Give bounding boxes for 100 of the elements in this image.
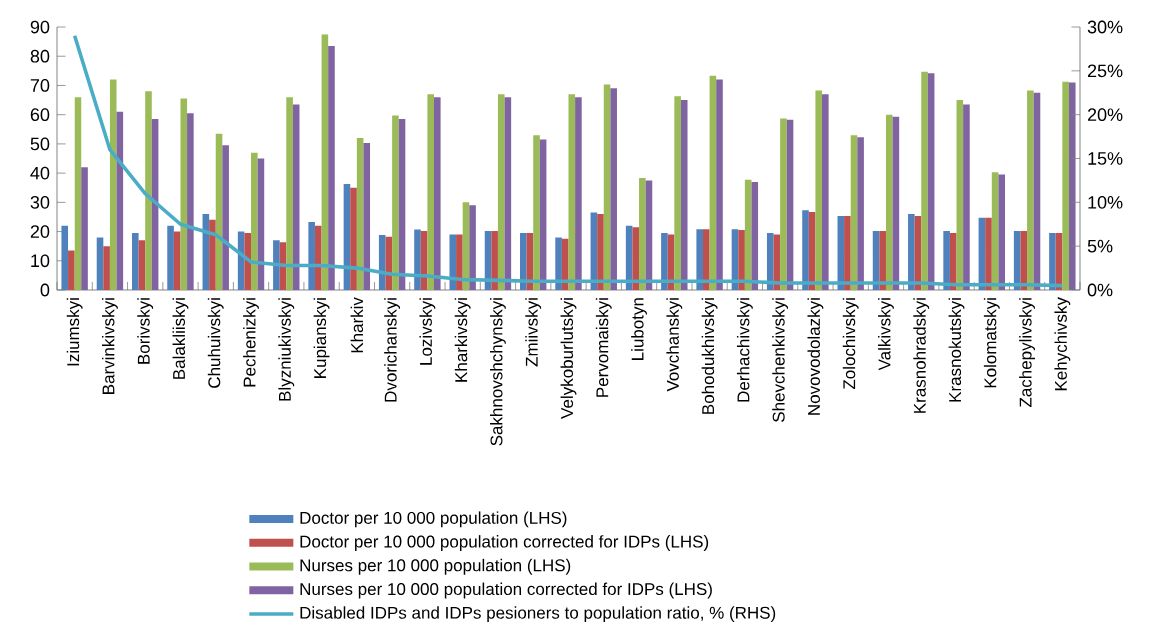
bar xyxy=(167,225,174,290)
bar xyxy=(738,230,745,290)
x-tick-label: Kupianskyi xyxy=(313,298,330,378)
bar xyxy=(434,97,441,290)
bar xyxy=(703,229,710,290)
bar xyxy=(674,96,681,290)
bar xyxy=(292,104,300,290)
y-tick-label: 20 xyxy=(30,225,50,238)
x-tick-label: Krasnokutskyi xyxy=(948,298,965,402)
x-tick-label: Kolomatskyi xyxy=(983,298,1000,388)
bar xyxy=(504,97,512,290)
bar xyxy=(273,240,280,290)
bar xyxy=(378,235,386,290)
legend-label: Disabled IDPs and IDPs pesioners to population ratio, % (RHS) xyxy=(300,606,776,623)
x-tick-label: Derhachivskyi xyxy=(736,298,753,402)
x-tick-label: Zolochivskyi xyxy=(842,298,859,390)
bar xyxy=(427,94,434,290)
bar xyxy=(180,98,188,290)
bar xyxy=(1068,82,1076,290)
bar xyxy=(568,94,576,290)
bar xyxy=(908,214,915,290)
bar xyxy=(949,233,957,290)
bar xyxy=(716,79,723,290)
bar xyxy=(96,237,104,290)
x-tick-label: Pervomaiskyi xyxy=(595,298,612,397)
legend-label: Nurses per 10 000 population (LHS) xyxy=(300,558,571,575)
bar xyxy=(766,233,774,290)
x-tick-label: Barvinkivskyi xyxy=(101,298,118,394)
x-tick-label: Liubotyn xyxy=(631,298,647,360)
y2-tick-label: 10% xyxy=(1088,195,1123,209)
x-tick-label: Dvorichanskyi xyxy=(384,298,401,402)
bar xyxy=(943,230,950,290)
bar xyxy=(103,246,110,290)
bar xyxy=(985,217,992,290)
bar xyxy=(456,234,463,290)
legend-label: Doctor per 10 000 population (LHS) xyxy=(300,511,567,528)
x-tick-label: Vovchanskyi xyxy=(666,298,683,392)
bar xyxy=(815,90,823,290)
bar xyxy=(1020,230,1028,290)
y2-tick-label: 15% xyxy=(1088,152,1123,165)
y2-tick-label: 5% xyxy=(1087,239,1113,253)
bar xyxy=(575,97,582,290)
y-tick-label: 50 xyxy=(30,137,50,151)
bar xyxy=(639,178,646,290)
bar xyxy=(963,104,970,290)
bar xyxy=(131,233,139,290)
x-tick-label: Krasnohradskyi xyxy=(913,298,930,413)
y-tick-label: 10 xyxy=(31,254,50,268)
x-tick-label: Valkivskyi xyxy=(878,298,894,371)
x-tick-label: Chuhuivskyi xyxy=(207,298,224,388)
y2-tick-label: 20% xyxy=(1087,108,1123,122)
bar xyxy=(661,233,668,290)
bar xyxy=(780,118,787,290)
bar xyxy=(921,71,928,290)
bar xyxy=(314,225,322,290)
bar xyxy=(610,88,617,290)
bar xyxy=(414,229,421,290)
y-tick-label: 40 xyxy=(30,166,50,180)
x-tick-label: Iziumskyi xyxy=(66,298,83,366)
y2-tick-label: 0% xyxy=(1087,283,1113,297)
y-tick-label: 0 xyxy=(40,283,50,297)
bar xyxy=(222,145,229,290)
bar xyxy=(844,216,851,290)
bar xyxy=(81,167,88,290)
bar xyxy=(520,233,527,290)
bar xyxy=(308,221,315,290)
bar xyxy=(328,46,335,290)
bar xyxy=(885,114,893,290)
y-tick-label: 60 xyxy=(30,108,50,122)
bar xyxy=(187,113,194,290)
x-tick-label: Pechenizkyi xyxy=(243,298,259,387)
x-tick-label: Shevchenkivskyi xyxy=(772,298,789,422)
x-tick-label: Velykoburlutskyi xyxy=(560,298,577,419)
bar xyxy=(597,214,604,290)
bar xyxy=(680,100,688,290)
y-tick-label: 90 xyxy=(30,20,50,34)
bar xyxy=(392,115,399,290)
bar xyxy=(209,219,216,290)
legend-label: Doctor per 10 000 population corrected for IDPs (LHS) xyxy=(300,535,709,551)
bar xyxy=(857,137,864,290)
y-tick-label: 70 xyxy=(30,79,50,92)
bar xyxy=(363,143,371,290)
bar xyxy=(802,210,809,290)
bar xyxy=(497,94,505,290)
bar xyxy=(251,152,258,290)
bar xyxy=(145,91,152,290)
bar xyxy=(879,230,886,290)
y2-tick-label: 25% xyxy=(1087,64,1123,78)
bar xyxy=(109,79,117,290)
y2-tick-label: 30% xyxy=(1087,20,1123,34)
bar xyxy=(244,233,252,290)
bar xyxy=(61,225,69,290)
bar xyxy=(350,187,357,290)
bar xyxy=(173,231,181,290)
bar xyxy=(998,174,1005,290)
x-tick-label: Novovodolazkyi xyxy=(807,298,824,415)
bar xyxy=(286,97,293,290)
legend-label: Nurses per 10 000 population corrected for IDPs (LHS) xyxy=(300,582,712,599)
bar xyxy=(491,230,498,290)
x-tick-label: Borivskyi xyxy=(137,298,154,364)
